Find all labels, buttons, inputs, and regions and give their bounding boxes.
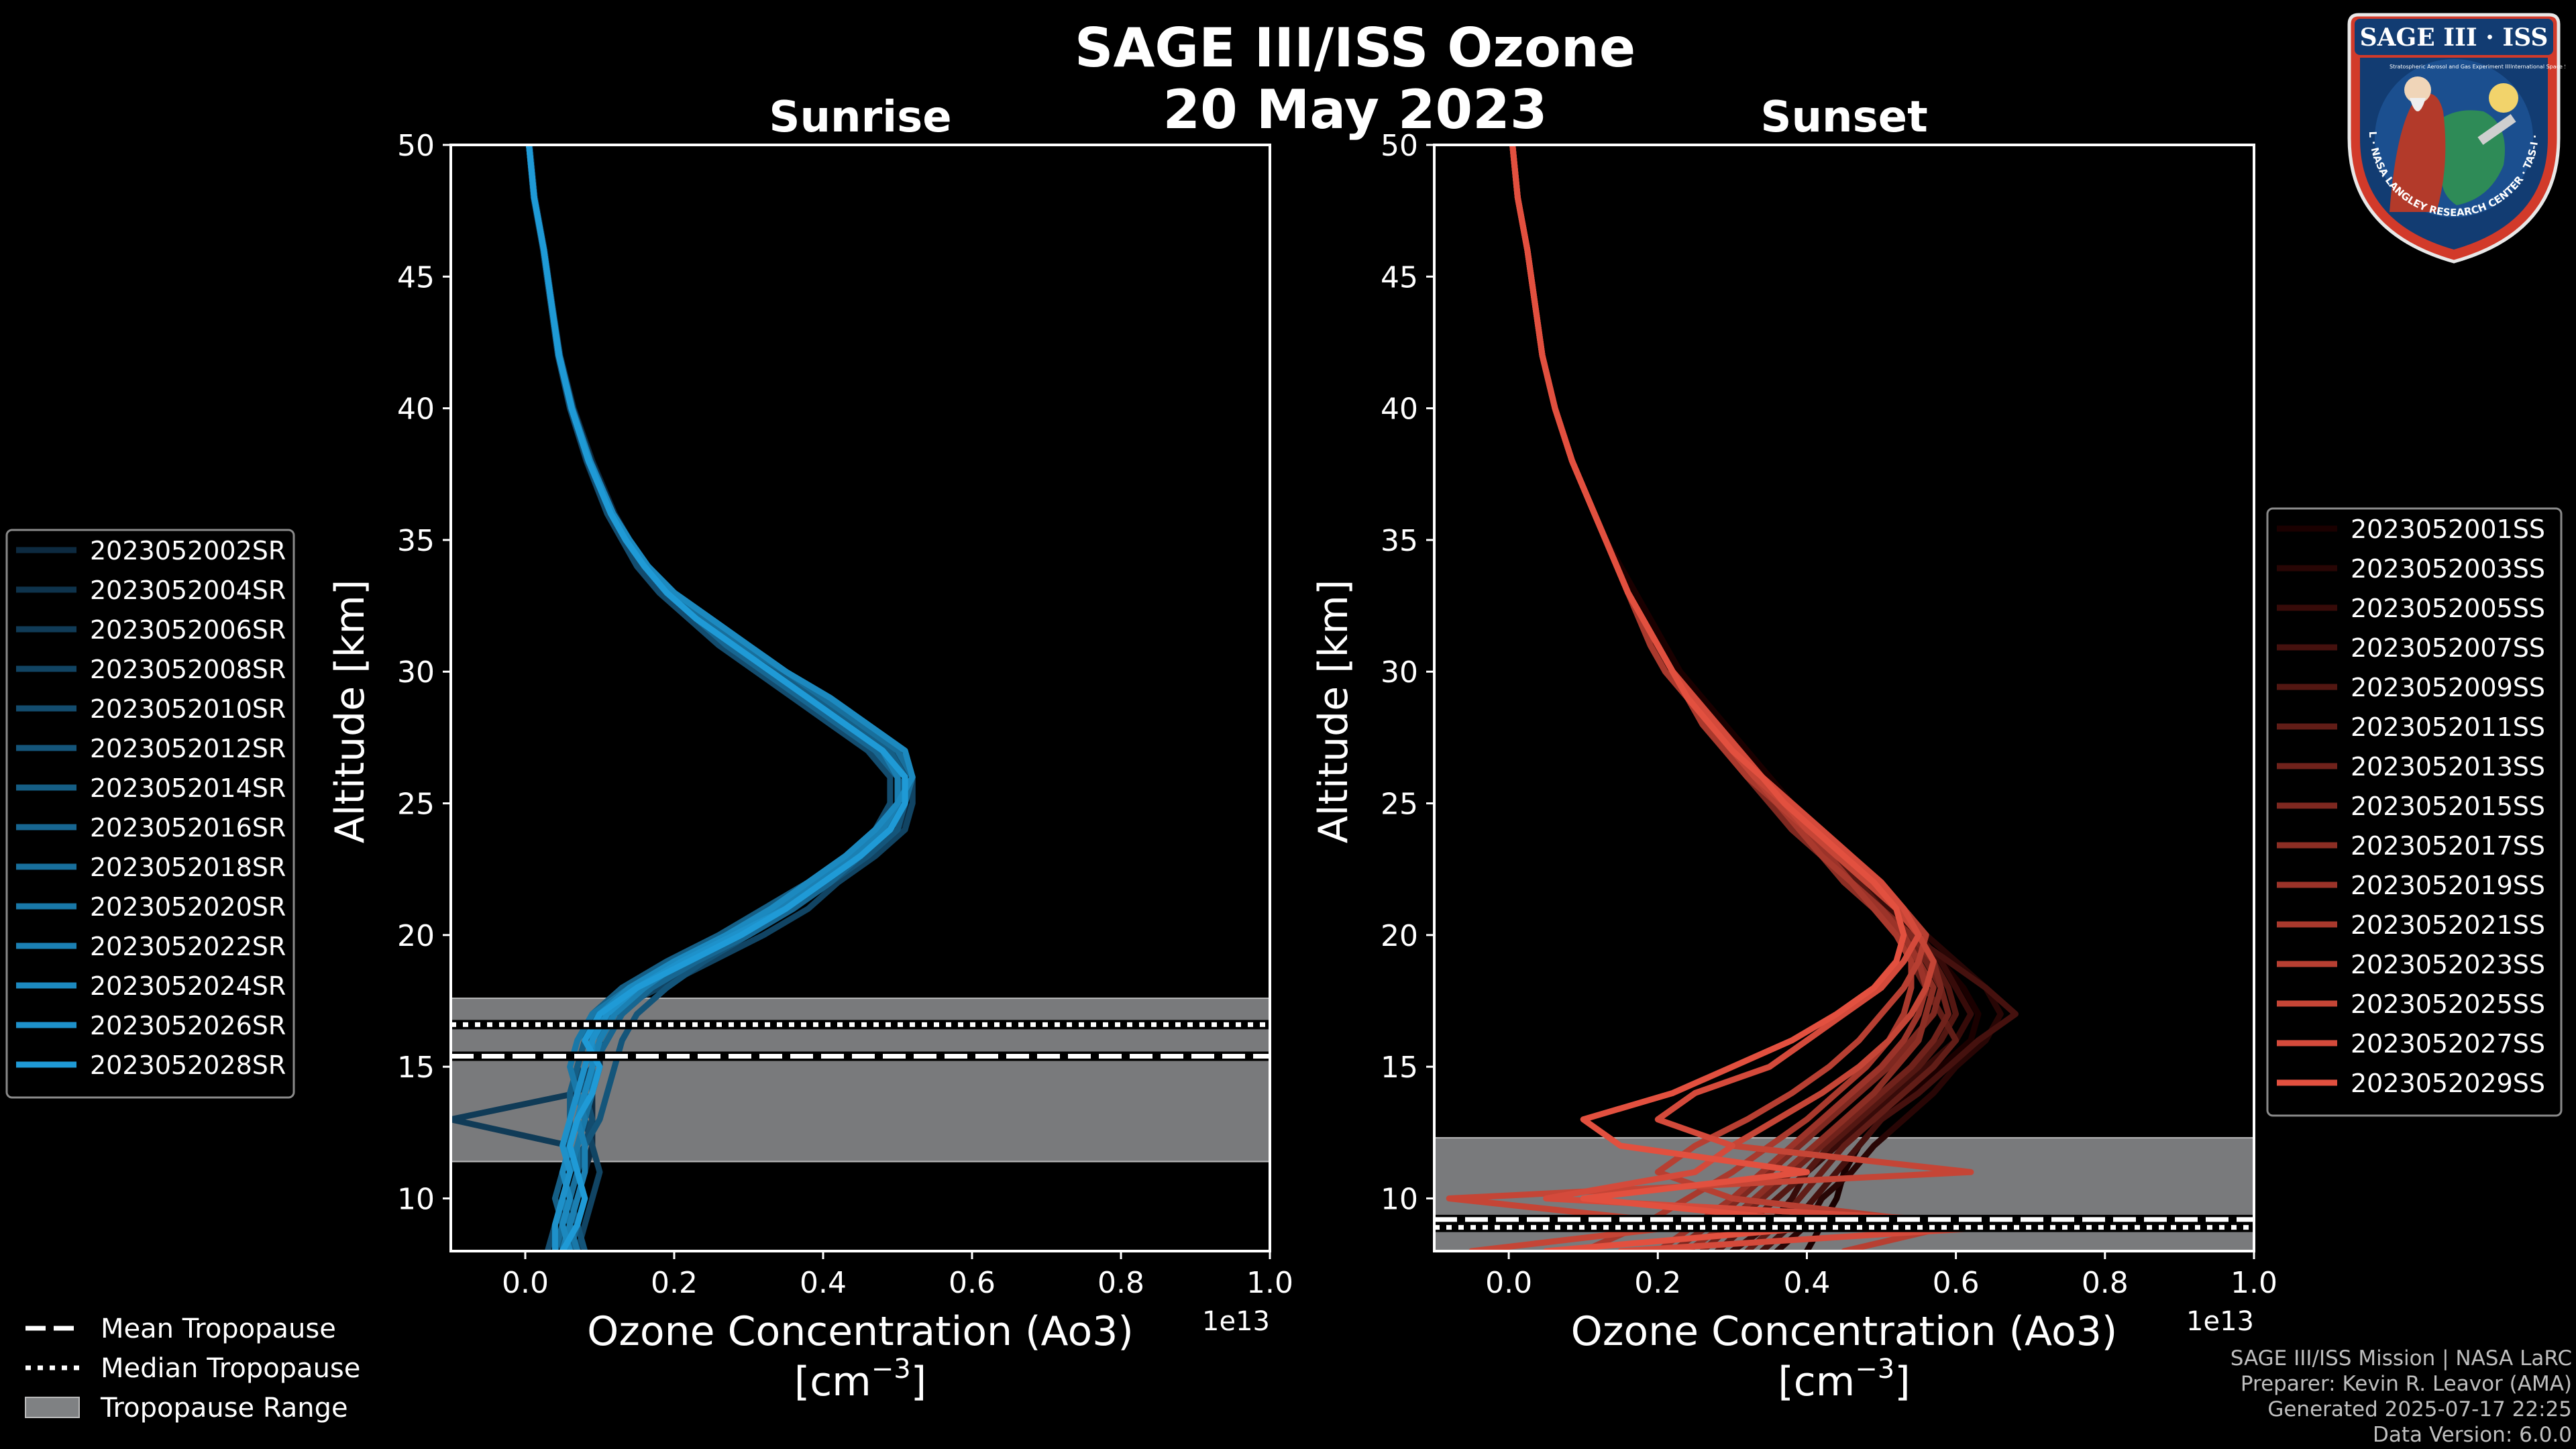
sunrise-profile-2023052028SR — [526, 145, 908, 1251]
sunset-legend-label: 2023052025SS — [2351, 989, 2545, 1019]
sunset-title: Sunset — [1760, 93, 1927, 142]
logo-text-2: International Space Station — [2510, 64, 2565, 70]
sunset-xtick-label: 0.8 — [2082, 1266, 2129, 1300]
sunrise-ylabel: Altitude [km] — [327, 580, 374, 844]
sunrise-legend-label: 2023052018SR — [90, 853, 286, 882]
logo-text-1: Stratospheric Aerosol and Gas Experiment… — [2390, 64, 2510, 70]
figure-legend-label: Median Tropopause — [101, 1353, 360, 1384]
sunset-ytick-label: 50 — [1381, 129, 1418, 163]
sunrise-legend-label: 2023052016SR — [90, 813, 286, 843]
figure-date: 20 May 2023 — [1163, 78, 1548, 141]
figure-title: SAGE III/ISS Ozone — [1074, 17, 1636, 79]
sunrise-legend-label: 2023052024SR — [90, 971, 286, 1001]
sunrise-legend-label: 2023052014SR — [90, 773, 286, 803]
sunset-profile-2023052027SS — [1509, 145, 2034, 1251]
sunrise-ytick-label: 45 — [397, 260, 435, 294]
credits-preparer: Preparer: Kevin R. Leavor (AMA) — [2240, 1372, 2572, 1396]
sunrise-ytick-label: 25 — [397, 788, 435, 822]
sunset-x-multiplier: 1e13 — [2186, 1306, 2254, 1337]
credits-generated: Generated 2025-07-17 22:25 — [2267, 1397, 2572, 1421]
sunrise-xtick-label: 0.6 — [949, 1266, 996, 1300]
sunset-ytick-label: 30 — [1381, 655, 1418, 690]
legend-range-swatch — [25, 1397, 80, 1418]
sunset-legend-box — [2266, 507, 2563, 1117]
sunset-xtick-label: 1.0 — [2231, 1266, 2277, 1300]
sunset-legend-label: 2023052023SS — [2351, 950, 2545, 979]
sunset-ytick-label: 25 — [1381, 788, 1418, 822]
sunrise-xtick-label: 0.0 — [502, 1266, 549, 1300]
sunset-xtick-label: 0.6 — [1933, 1266, 1980, 1300]
sunrise-legend-label: 2023052022SR — [90, 932, 286, 961]
sunset-ytick-label: 20 — [1381, 919, 1418, 953]
sunrise-legend-label: 2023052010SR — [90, 694, 286, 724]
sunrise-ytick-label: 30 — [397, 655, 435, 690]
sunrise-xunit: [cm−3] — [794, 1354, 926, 1405]
credits-version: Data Version: 6.0.0 — [2372, 1423, 2572, 1447]
sunset-legend-label: 2023052021SS — [2351, 910, 2545, 940]
sunrise-xtick-label: 0.2 — [651, 1266, 698, 1300]
sunset-legend-label: 2023052009SS — [2351, 673, 2545, 702]
sunset-legend-label: 2023052017SS — [2351, 831, 2545, 861]
credits-block: SAGE III/ISS Mission | NASA LaRC Prepare… — [2231, 1346, 2572, 1448]
sunrise-x-multiplier: 1e13 — [1202, 1306, 1270, 1337]
sunset-ytick-label: 10 — [1381, 1182, 1418, 1216]
sunset-legend-label: 2023052013SS — [2351, 752, 2545, 782]
sunset-legend-label: 2023052029SS — [2351, 1069, 2545, 1098]
sunrise-ytick-label: 20 — [397, 919, 435, 953]
sunset-legend: 2023052001SS 2023052003SS 2023052005SS 2023… — [2266, 507, 2563, 1117]
sunset-xtick-label: 0.4 — [1783, 1266, 1830, 1300]
sunset-frame — [1433, 144, 2255, 1252]
sage-iii-iss-logo: SAGE III · ISS Stratospheric Aerosol and… — [2343, 11, 2565, 264]
sunset-ytick-label: 15 — [1381, 1051, 1418, 1085]
sunrise-legend-label: 2023052020SR — [90, 892, 286, 922]
sunrise-xtick-label: 0.4 — [800, 1266, 847, 1300]
sunrise-xtick-label: 0.8 — [1097, 1266, 1144, 1300]
logo-banner: SAGE III · ISS — [2360, 23, 2548, 52]
sunset-panel — [1426, 144, 2255, 1259]
sunset-ytick-label: 35 — [1381, 524, 1418, 558]
sunset-legend-label: 2023052015SS — [2351, 792, 2545, 821]
sunset-legend-label: 2023052027SS — [2351, 1029, 2545, 1059]
figure-legend-label: Mean Tropopause — [101, 1313, 336, 1344]
sunset-plot-area — [1434, 145, 2254, 1251]
sunset-ytick-label: 45 — [1381, 260, 1418, 294]
sunrise-legend-label: 2023052002SR — [90, 536, 286, 566]
sunset-xtick-label: 0.2 — [1634, 1266, 1681, 1300]
sunrise-ytick-label: 10 — [397, 1182, 435, 1216]
sunset-ytick-label: 40 — [1381, 392, 1418, 427]
sunset-legend-label: 2023052007SS — [2351, 633, 2545, 663]
sunset-legend-label: 2023052005SS — [2351, 594, 2545, 623]
sunrise-legend-label: 2023052008SR — [90, 655, 286, 684]
sunrise-title: Sunrise — [769, 93, 951, 142]
sunset-ylabel: Altitude [km] — [1310, 580, 1357, 844]
sunrise-ytick-label: 50 — [397, 129, 435, 163]
sunrise-legend-label: 2023052026SR — [90, 1011, 286, 1040]
sunset-xlabel: Ozone Concentration (Ao3) — [1571, 1308, 2118, 1355]
sunrise-ytick-label: 35 — [397, 524, 435, 558]
sunrise-panel — [443, 144, 1271, 1259]
sunset-legend-label: 2023052011SS — [2351, 712, 2545, 742]
sunset-xunit: [cm−3] — [1778, 1354, 1910, 1405]
sunrise-legend-label: 2023052012SR — [90, 734, 286, 763]
sunset-xtick-label: 0.0 — [1485, 1266, 1532, 1300]
sunset-legend-label: 2023052003SS — [2351, 554, 2545, 584]
credits-mission: SAGE III/ISS Mission | NASA LaRC — [2230, 1346, 2572, 1371]
sunrise-legend-label: 2023052028SR — [90, 1051, 286, 1080]
sunrise-frame — [449, 144, 1271, 1252]
sunrise-ytick-label: 40 — [397, 392, 435, 427]
sunset-legend-label: 2023052001SS — [2351, 515, 2545, 544]
sunrise-xtick-label: 1.0 — [1246, 1266, 1293, 1300]
sunrise-ytick-label: 15 — [397, 1051, 435, 1085]
sunrise-plot-area — [451, 145, 1270, 1251]
sunrise-legend-box — [5, 529, 295, 1099]
sunset-profile-2023052029SS — [1509, 145, 1907, 1251]
sunrise-xlabel: Ozone Concentration (Ao3) — [587, 1308, 1134, 1355]
sunset-legend-label: 2023052019SS — [2351, 871, 2545, 900]
sunrise-legend-label: 2023052004SR — [90, 576, 286, 605]
sunrise-legend: 2023052002SR 2023052004SR 2023052006SR 2023… — [5, 529, 295, 1099]
sunrise-legend-label: 2023052006SR — [90, 615, 286, 645]
figure-legend-label: Tropopause Range — [100, 1393, 348, 1424]
